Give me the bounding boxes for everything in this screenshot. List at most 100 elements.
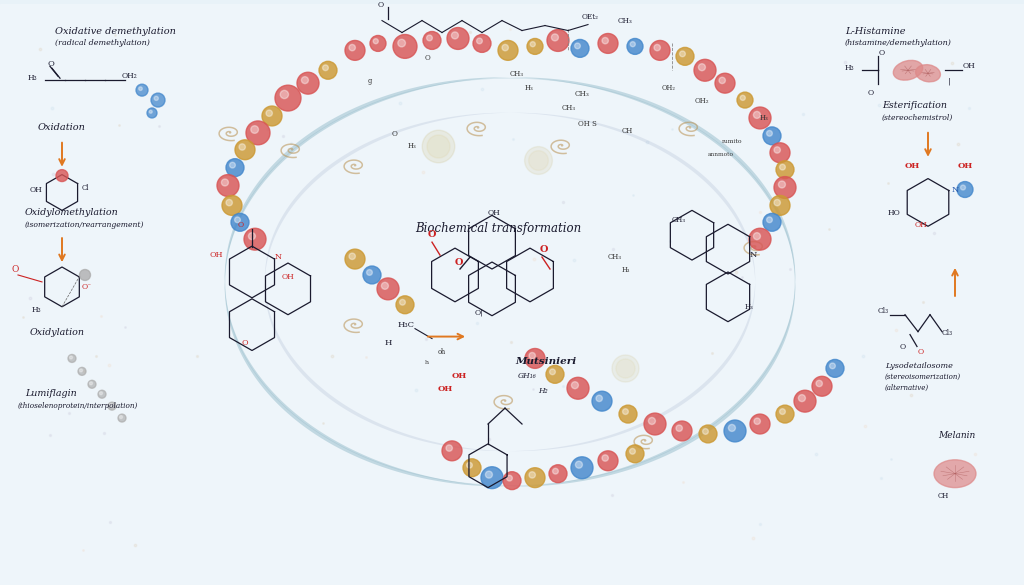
Point [752, 519, 768, 529]
Circle shape [367, 270, 373, 276]
Text: H: H [385, 339, 392, 346]
Circle shape [397, 39, 406, 47]
Circle shape [644, 413, 666, 435]
Point [314, 418, 331, 428]
Circle shape [774, 177, 796, 198]
Point [93, 311, 110, 320]
Point [75, 546, 91, 555]
Circle shape [618, 405, 637, 423]
Circle shape [476, 38, 482, 44]
Point [555, 197, 571, 207]
Circle shape [592, 391, 612, 411]
Point [100, 360, 117, 369]
Circle shape [98, 390, 106, 398]
Point [883, 455, 899, 464]
Text: O: O [428, 230, 436, 239]
Point [752, 208, 768, 217]
Circle shape [527, 39, 543, 54]
Text: O: O [868, 89, 874, 97]
Point [502, 24, 518, 33]
Point [503, 337, 519, 346]
Circle shape [68, 355, 76, 363]
Circle shape [553, 469, 558, 474]
Point [151, 122, 167, 131]
Circle shape [754, 111, 761, 118]
Text: N: N [275, 253, 282, 261]
Circle shape [297, 73, 319, 94]
Text: H₃: H₃ [32, 306, 42, 314]
Point [605, 245, 622, 254]
Circle shape [138, 87, 142, 91]
Text: H₃: H₃ [28, 74, 38, 82]
Text: CH₃: CH₃ [672, 216, 686, 224]
Point [703, 348, 720, 357]
Point [728, 268, 744, 277]
Text: OH: OH [915, 221, 928, 229]
Text: (radical demethylation): (radical demethylation) [55, 39, 150, 47]
Circle shape [575, 461, 583, 468]
Point [274, 131, 291, 140]
Circle shape [698, 64, 706, 71]
Point [358, 352, 375, 362]
Circle shape [56, 170, 68, 181]
Circle shape [779, 164, 785, 170]
Circle shape [345, 40, 365, 60]
Point [950, 139, 967, 149]
Text: (stereochemistrol): (stereochemistrol) [882, 114, 953, 122]
Circle shape [118, 414, 126, 422]
Point [392, 98, 409, 107]
Text: (isomerization/rearrangement): (isomerization/rearrangement) [25, 221, 144, 229]
Text: H₂: H₂ [538, 387, 548, 395]
Circle shape [393, 35, 417, 59]
Point [734, 272, 751, 281]
Point [808, 450, 824, 459]
Point [411, 222, 427, 231]
Text: H₃: H₃ [525, 84, 534, 92]
Circle shape [246, 121, 270, 145]
Text: HO: HO [888, 209, 901, 218]
Point [283, 138, 299, 147]
Text: O: O [455, 258, 464, 267]
Circle shape [481, 467, 503, 488]
Circle shape [381, 283, 388, 290]
Point [76, 366, 92, 376]
Point [857, 421, 873, 431]
Text: OH S: OH S [578, 120, 597, 128]
Point [469, 318, 485, 328]
Circle shape [89, 382, 92, 385]
Point [554, 381, 570, 390]
Text: CH: CH [622, 127, 633, 135]
Circle shape [770, 143, 790, 163]
Text: H₃: H₃ [760, 114, 769, 122]
Point [903, 390, 920, 400]
Text: CH₃: CH₃ [575, 90, 590, 98]
Circle shape [754, 233, 761, 240]
Text: OH: OH [282, 273, 295, 281]
Point [408, 385, 424, 394]
Circle shape [151, 93, 165, 107]
Circle shape [596, 395, 602, 401]
Circle shape [229, 162, 236, 168]
Point [664, 124, 680, 133]
Text: O: O [392, 130, 398, 138]
Circle shape [680, 51, 685, 57]
Text: N: N [750, 251, 758, 259]
Point [101, 518, 118, 527]
Text: oh: oh [438, 349, 446, 356]
Circle shape [767, 217, 772, 223]
Text: (alternative): (alternative) [885, 384, 929, 392]
Circle shape [549, 464, 567, 483]
Point [616, 364, 633, 373]
Text: Esterification: Esterification [882, 101, 947, 110]
Point [112, 121, 128, 130]
Circle shape [529, 353, 536, 359]
Circle shape [147, 108, 157, 118]
Circle shape [222, 195, 242, 215]
Circle shape [80, 369, 83, 372]
Point [782, 264, 799, 274]
Circle shape [546, 366, 564, 383]
Text: (thioselenoprotein/interpolation): (thioselenoprotein/interpolation) [18, 402, 138, 410]
Point [430, 141, 446, 150]
Text: H₃: H₃ [745, 303, 754, 311]
Point [41, 431, 57, 440]
